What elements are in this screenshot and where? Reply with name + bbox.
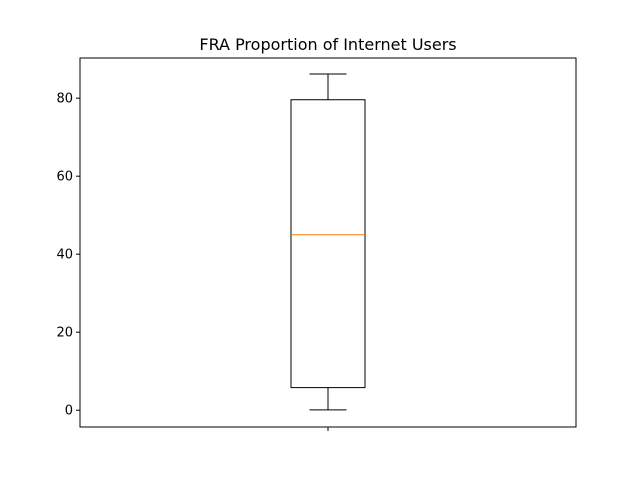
plot-area: 0 20 40 60 80 [56, 73, 366, 431]
iqr-box [290, 99, 366, 389]
y-tick-label: 0 [65, 404, 73, 419]
y-tick-label: 80 [56, 92, 73, 107]
axes-frame [79, 57, 577, 428]
y-tick-label: 40 [56, 248, 73, 263]
y-tick-label: 60 [56, 170, 73, 185]
chart-title: FRA Proportion of Internet Users [199, 35, 456, 54]
y-tick-label: 20 [56, 326, 73, 341]
